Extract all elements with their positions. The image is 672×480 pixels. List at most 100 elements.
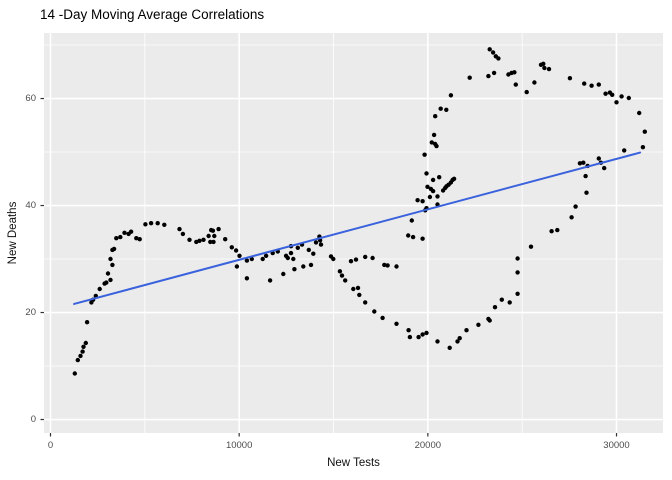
data-point bbox=[370, 255, 375, 261]
data-point bbox=[549, 229, 554, 234]
data-point bbox=[348, 259, 354, 264]
data-point bbox=[223, 237, 228, 242]
data-point bbox=[420, 199, 425, 204]
data-point bbox=[610, 92, 615, 97]
data-point bbox=[104, 280, 109, 285]
data-point bbox=[435, 194, 440, 199]
data-point bbox=[108, 277, 113, 283]
data-point bbox=[263, 253, 269, 258]
data-point bbox=[581, 160, 586, 165]
y-tick-label: 0 bbox=[30, 414, 36, 426]
y-tick-label: 20 bbox=[25, 307, 36, 319]
data-point bbox=[385, 263, 390, 268]
data-point bbox=[429, 140, 434, 145]
data-point bbox=[496, 56, 501, 61]
data-point bbox=[582, 81, 587, 86]
data-point bbox=[448, 93, 454, 98]
data-point bbox=[216, 226, 221, 232]
data-point bbox=[507, 300, 512, 305]
data-point bbox=[162, 222, 167, 227]
data-point bbox=[105, 271, 111, 276]
data-point bbox=[542, 65, 547, 71]
y-tick-label: 40 bbox=[25, 200, 36, 212]
data-point bbox=[416, 334, 421, 340]
data-point bbox=[499, 297, 504, 302]
data-point bbox=[318, 242, 324, 247]
y-tick-label: 60 bbox=[25, 93, 36, 105]
data-point bbox=[357, 292, 362, 298]
data-point bbox=[363, 254, 368, 260]
data-point bbox=[512, 70, 517, 75]
x-axis-title: New Tests bbox=[327, 457, 380, 469]
data-point bbox=[122, 230, 127, 235]
data-point bbox=[237, 253, 242, 258]
data-point bbox=[313, 240, 319, 245]
data-point bbox=[569, 215, 574, 220]
data-point bbox=[513, 82, 518, 87]
data-point bbox=[355, 285, 361, 291]
data-point bbox=[75, 357, 80, 363]
data-point bbox=[573, 204, 578, 209]
data-point bbox=[410, 234, 416, 240]
data-point bbox=[431, 132, 437, 138]
data-point bbox=[541, 61, 546, 66]
data-point bbox=[555, 227, 560, 233]
data-point bbox=[363, 300, 368, 305]
data-point bbox=[394, 321, 399, 326]
data-point bbox=[301, 264, 306, 269]
data-point bbox=[583, 173, 588, 179]
data-point bbox=[491, 70, 497, 76]
data-point bbox=[424, 330, 429, 336]
data-point bbox=[406, 328, 411, 333]
x-tick-label: 30000 bbox=[603, 440, 630, 451]
x-tick-label: 0 bbox=[47, 440, 54, 451]
data-point bbox=[532, 80, 537, 85]
data-point bbox=[394, 264, 399, 269]
scatter-plot-canvas bbox=[40, 33, 663, 437]
data-point bbox=[372, 309, 377, 314]
data-point bbox=[210, 228, 216, 233]
data-point bbox=[589, 83, 594, 88]
data-point bbox=[409, 218, 414, 223]
x-tick-label: 10000 bbox=[225, 440, 253, 451]
data-point bbox=[380, 315, 385, 321]
data-point bbox=[490, 50, 496, 55]
data-point bbox=[515, 270, 520, 275]
data-point bbox=[337, 269, 343, 274]
data-point bbox=[177, 226, 182, 232]
data-point bbox=[546, 66, 552, 72]
data-point bbox=[464, 328, 469, 333]
data-point bbox=[351, 286, 356, 292]
data-point bbox=[515, 256, 520, 261]
data-point bbox=[415, 198, 420, 203]
data-point bbox=[603, 91, 608, 96]
data-point bbox=[614, 100, 619, 105]
data-point bbox=[137, 237, 142, 242]
data-point bbox=[111, 246, 117, 252]
data-point bbox=[642, 129, 647, 134]
data-point bbox=[229, 245, 234, 250]
data-point bbox=[80, 349, 85, 354]
data-point bbox=[212, 233, 217, 239]
data-point bbox=[353, 257, 359, 262]
data-point bbox=[114, 236, 119, 241]
data-point bbox=[596, 156, 601, 161]
data-point bbox=[637, 110, 642, 116]
data-point bbox=[407, 334, 413, 340]
data-point bbox=[430, 188, 436, 194]
data-point bbox=[487, 47, 492, 52]
data-point bbox=[180, 231, 186, 237]
data-point bbox=[447, 345, 452, 350]
data-point bbox=[84, 320, 90, 325]
data-point bbox=[626, 95, 631, 101]
data-point bbox=[187, 237, 192, 242]
data-point bbox=[433, 114, 438, 119]
data-point bbox=[206, 233, 211, 239]
data-point bbox=[285, 255, 290, 261]
data-point bbox=[343, 278, 348, 283]
data-point bbox=[596, 82, 601, 87]
data-point bbox=[619, 94, 624, 99]
data-point bbox=[81, 344, 86, 349]
data-point bbox=[430, 177, 436, 183]
data-point bbox=[434, 143, 439, 149]
